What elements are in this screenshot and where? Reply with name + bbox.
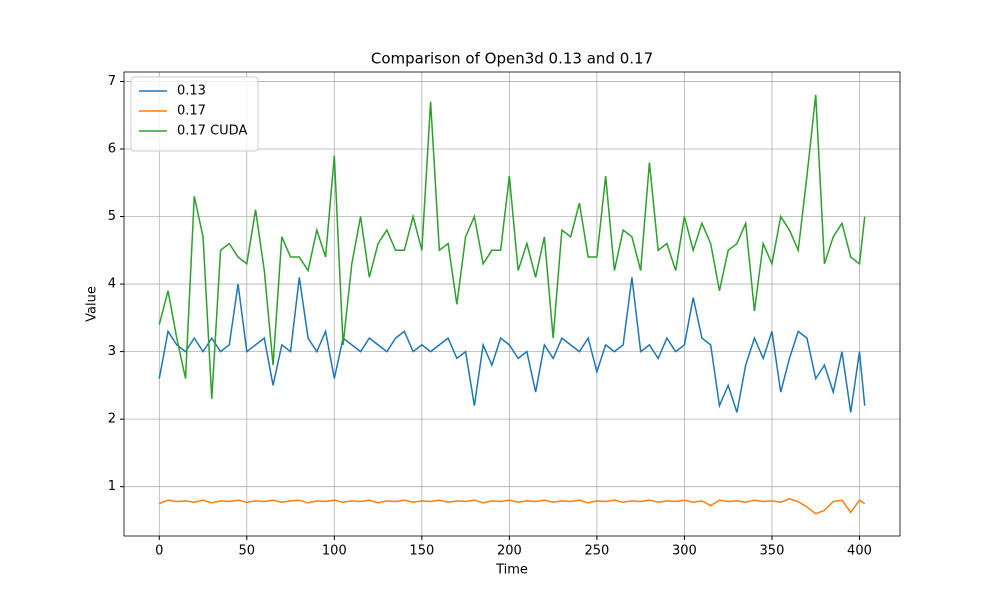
legend-label: 0.17 CUDA: [177, 124, 247, 139]
y-tick-label: 5: [108, 209, 116, 224]
y-tick-label: 3: [108, 344, 116, 359]
line-series: [158, 94, 866, 399]
line-series: [159, 498, 866, 515]
x-tick-label: 250: [584, 544, 609, 559]
y-tick-label: 4: [108, 277, 116, 292]
x-tick-label: 0: [155, 544, 163, 559]
y-tick-label: 7: [108, 74, 116, 89]
x-tick-label: 200: [497, 544, 522, 559]
x-tick-label: 400: [847, 544, 872, 559]
legend-box: [130, 76, 259, 152]
legend-label: 0.13: [177, 84, 206, 99]
x-tick-label: 350: [760, 544, 785, 559]
y-tick-label: 1: [108, 479, 116, 494]
chart-title: Comparison of Open3d 0.13 and 0.17: [371, 50, 653, 68]
x-tick-label: 150: [409, 544, 434, 559]
x-tick-label: 300: [672, 544, 697, 559]
y-tick-label: 2: [108, 412, 116, 427]
plot-frame: [123, 71, 901, 537]
x-axis-label: Time: [495, 563, 528, 578]
x-tick-label: 50: [239, 544, 256, 559]
y-tick-label: 6: [108, 141, 116, 156]
x-tick-label: 100: [322, 544, 347, 559]
line-series: [158, 277, 866, 413]
y-axis-label: Value: [85, 286, 100, 322]
legend-label: 0.17: [177, 104, 206, 119]
